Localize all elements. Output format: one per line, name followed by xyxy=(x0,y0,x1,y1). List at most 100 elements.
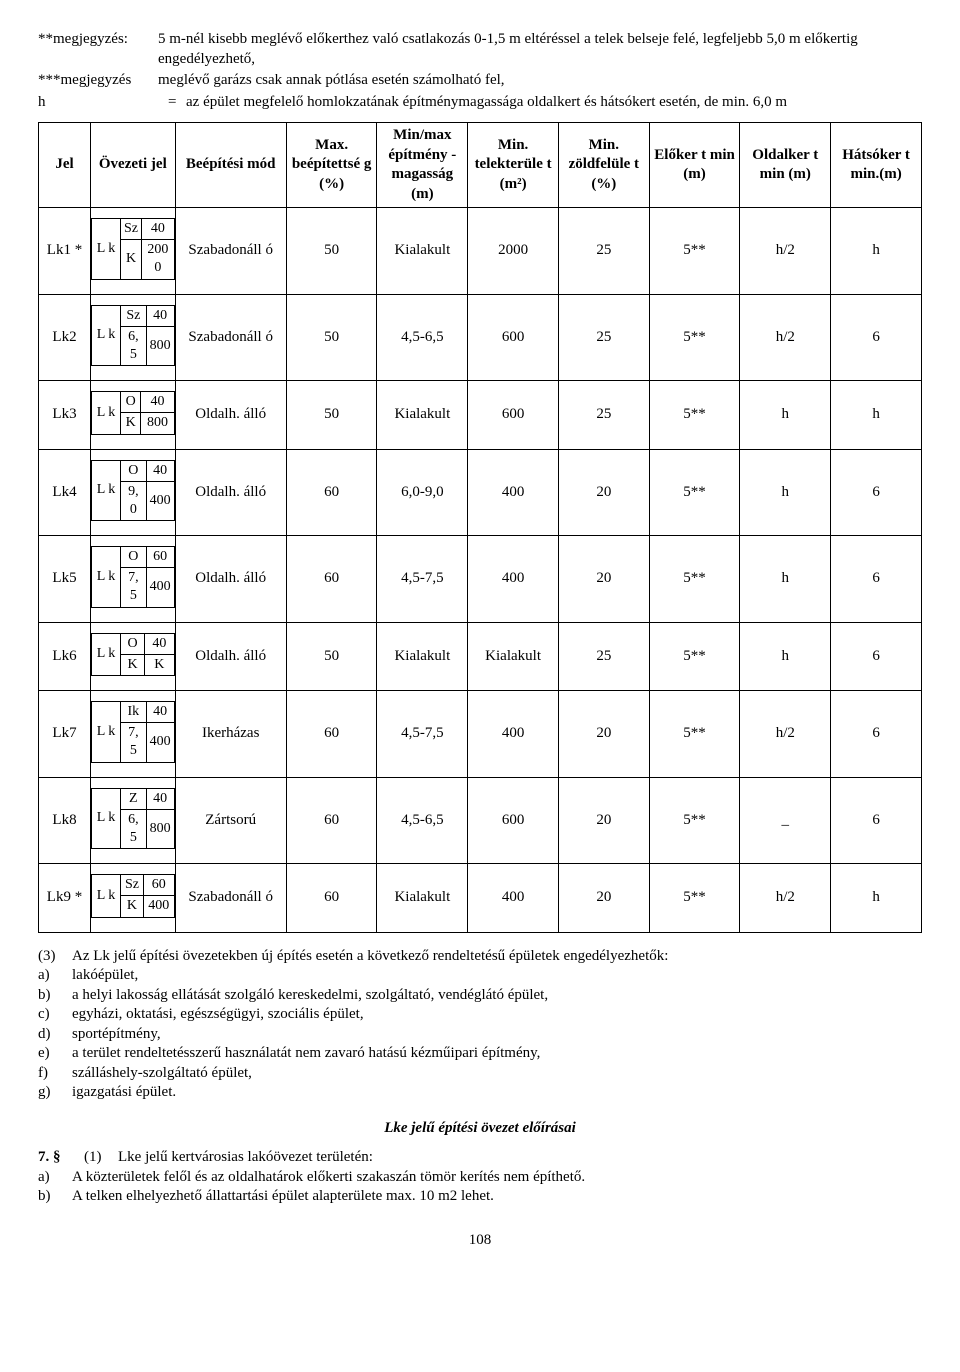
para7-lead-num: (1) xyxy=(84,1148,118,1168)
cell-ek: 5** xyxy=(649,536,740,623)
cell-hk: 6 xyxy=(831,294,922,381)
cell-max: 60 xyxy=(286,777,377,864)
footnotes-block: **megjegyzés: 5 m-nél kisebb meglévő elő… xyxy=(38,30,922,112)
list-item-text: sportépítmény, xyxy=(72,1025,161,1045)
cell-ovezeti: L kO409, 0400 xyxy=(91,449,176,536)
cell-ovezeti: L kSz60K400 xyxy=(91,864,176,932)
table-row: Lk5L kO607, 5400Oldalh. álló604,5-7,5400… xyxy=(39,536,922,623)
cell-ek: 5** xyxy=(649,449,740,536)
cell-ek: 5** xyxy=(649,777,740,864)
cell-mm: 4,5-6,5 xyxy=(377,294,468,381)
list-item-label: b) xyxy=(38,986,72,1006)
list-item-text: a terület rendeltetésszerű használatát n… xyxy=(72,1044,540,1064)
cell-jel: Lk2 xyxy=(39,294,91,381)
cell-ok: h/2 xyxy=(740,691,831,778)
section-title-lke: Lke jelű építési övezet előírásai xyxy=(38,1119,922,1139)
table-row: Lk3L kO40K800Oldalh. álló50Kialakult6002… xyxy=(39,381,922,449)
cell-ovezeti: L kSz40K200 0 xyxy=(91,208,176,295)
th-ovezeti: Övezeti jel xyxy=(91,123,176,208)
cell-max: 50 xyxy=(286,381,377,449)
cell-hk: 6 xyxy=(831,622,922,690)
cell-ek: 5** xyxy=(649,691,740,778)
cell-ok: h/2 xyxy=(740,864,831,932)
list-item-text: szálláshely-szolgáltató épület, xyxy=(72,1064,252,1084)
th-minmax: Min/max építmény - magasság (m) xyxy=(377,123,468,208)
cell-mm: Kialakult xyxy=(377,381,468,449)
cell-hk: 6 xyxy=(831,777,922,864)
th-beep: Beépítési mód xyxy=(175,123,286,208)
cell-hk: h xyxy=(831,381,922,449)
list-item: a)A közterületek felől és az oldalhatáro… xyxy=(38,1168,922,1188)
cell-zf: 20 xyxy=(558,449,649,536)
cell-ovezeti: L kO40K800 xyxy=(91,381,176,449)
cell-max: 50 xyxy=(286,294,377,381)
cell-jel: Lk9 * xyxy=(39,864,91,932)
th-hatso: Hátsóker t min.(m) xyxy=(831,123,922,208)
list-item: e)a terület rendeltetésszerű használatát… xyxy=(38,1044,922,1064)
cell-tt: 400 xyxy=(468,691,559,778)
cell-jel: Lk3 xyxy=(39,381,91,449)
cell-jel: Lk1 * xyxy=(39,208,91,295)
cell-ek: 5** xyxy=(649,864,740,932)
cell-mm: Kialakult xyxy=(377,208,468,295)
list-item-label: a) xyxy=(38,966,72,986)
cell-ovezeti: L kO607, 5400 xyxy=(91,536,176,623)
cell-zf: 20 xyxy=(558,777,649,864)
cell-ok: h xyxy=(740,536,831,623)
cell-mm: Kialakult xyxy=(377,864,468,932)
zoning-table: Jel Övezeti jel Beépítési mód Max. beépí… xyxy=(38,122,922,933)
cell-hk: 6 xyxy=(831,691,922,778)
note1-text: 5 m-nél kisebb meglévő előkerthez való c… xyxy=(158,30,922,69)
list-item-text: lakóépület, xyxy=(72,966,138,986)
cell-ok: h/2 xyxy=(740,208,831,295)
list-item-text: a helyi lakosság ellátását szolgáló kere… xyxy=(72,986,548,1006)
cell-hk: h xyxy=(831,208,922,295)
cell-ok: h xyxy=(740,622,831,690)
table-row: Lk9 *L kSz60K400Szabadonáll ó60Kialakult… xyxy=(39,864,922,932)
cell-mod: Zártsorú xyxy=(175,777,286,864)
note3-eq: = xyxy=(168,93,186,113)
note3-text: az épület megfelelő homlokzatának építmé… xyxy=(186,93,787,113)
cell-tt: Kialakult xyxy=(468,622,559,690)
cell-jel: Lk8 xyxy=(39,777,91,864)
cell-ok: h xyxy=(740,449,831,536)
list-item-label: b) xyxy=(38,1187,72,1207)
cell-mm: 4,5-7,5 xyxy=(377,691,468,778)
cell-tt: 600 xyxy=(468,294,559,381)
cell-mod: Szabadonáll ó xyxy=(175,208,286,295)
cell-zf: 25 xyxy=(558,208,649,295)
cell-zf: 25 xyxy=(558,294,649,381)
para7-lead-lab: 7. § xyxy=(38,1148,84,1168)
table-row: Lk1 *L kSz40K200 0Szabadonáll ó50Kialaku… xyxy=(39,208,922,295)
cell-max: 60 xyxy=(286,536,377,623)
list-item-label: d) xyxy=(38,1025,72,1045)
cell-zf: 25 xyxy=(558,381,649,449)
page-number: 108 xyxy=(38,1231,922,1251)
list-item: f)szálláshely-szolgáltató épület, xyxy=(38,1064,922,1084)
table-row: Lk4L kO409, 0400Oldalh. álló606,0-9,0400… xyxy=(39,449,922,536)
note2-text: meglévő garázs csak annak pótlása esetén… xyxy=(158,71,505,91)
cell-max: 60 xyxy=(286,691,377,778)
list-item-text: egyházi, oktatási, egészségügyi, szociál… xyxy=(72,1005,364,1025)
paragraph-3-list: (3) Az Lk jelű építési övezetekben új ép… xyxy=(38,947,922,1103)
cell-zf: 20 xyxy=(558,691,649,778)
cell-max: 60 xyxy=(286,449,377,536)
cell-ok: h/2 xyxy=(740,294,831,381)
cell-ek: 5** xyxy=(649,381,740,449)
th-zold: Min. zöldfelüle t (%) xyxy=(558,123,649,208)
cell-jel: Lk7 xyxy=(39,691,91,778)
list-item: c)egyházi, oktatási, egészségügyi, szoci… xyxy=(38,1005,922,1025)
list3-intro-label: (3) xyxy=(38,947,72,967)
list-item-text: A telken elhelyezhető állattartási épüle… xyxy=(72,1187,494,1207)
th-telekter: Min. telekterüle t (m²) xyxy=(468,123,559,208)
table-row: Lk7L kIk407, 5400Ikerházas604,5-7,540020… xyxy=(39,691,922,778)
cell-ok: h xyxy=(740,381,831,449)
cell-ek: 5** xyxy=(649,622,740,690)
cell-tt: 600 xyxy=(468,777,559,864)
cell-jel: Lk6 xyxy=(39,622,91,690)
cell-tt: 400 xyxy=(468,449,559,536)
cell-mm: 4,5-6,5 xyxy=(377,777,468,864)
th-max: Max. beépítettsé g (%) xyxy=(286,123,377,208)
cell-mod: Ikerházas xyxy=(175,691,286,778)
cell-max: 60 xyxy=(286,864,377,932)
